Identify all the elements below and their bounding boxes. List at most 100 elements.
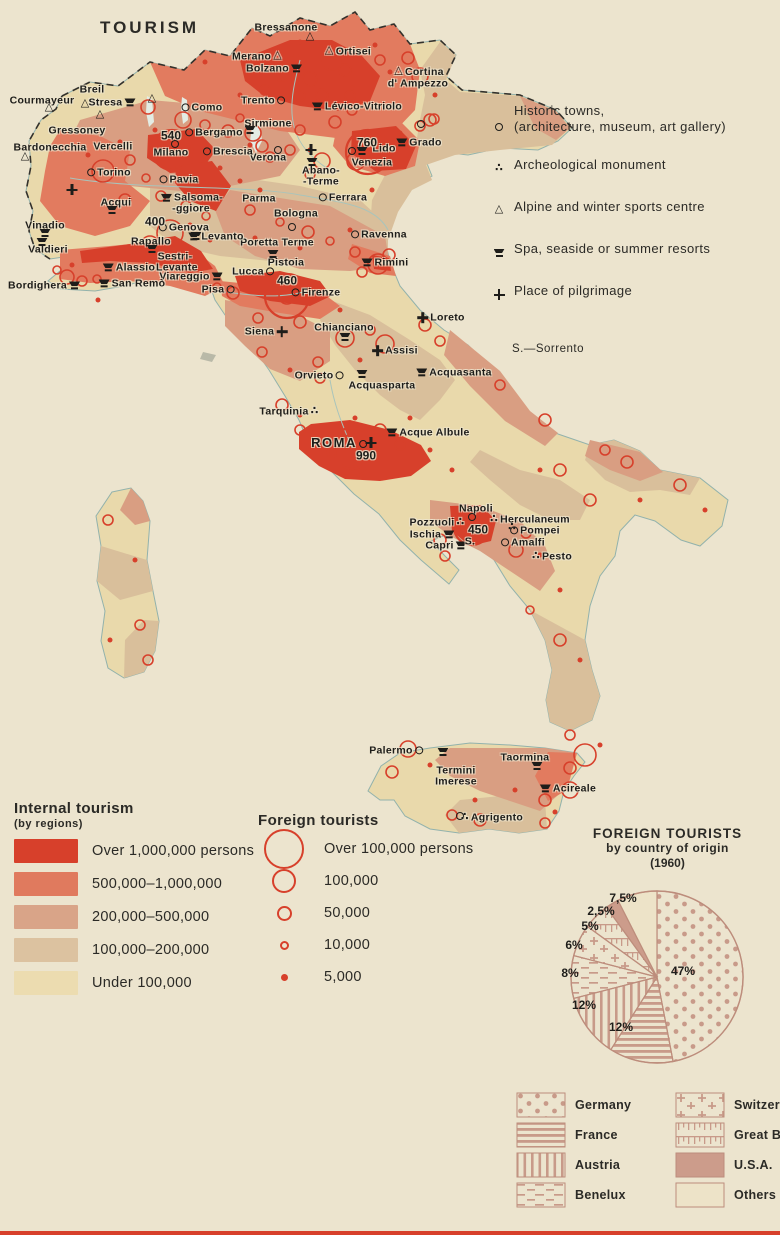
foreign-tourist-circle	[344, 90, 356, 102]
archeological-monument-icon: ∴	[495, 160, 503, 178]
foreign-tourist-circle	[333, 433, 371, 471]
foreign-tourist-circle	[428, 113, 440, 125]
foreign-tourist-circle	[134, 619, 146, 631]
internal-tourism-legend: Internal tourism (by regions) Over 1,000…	[14, 800, 254, 995]
internal-legend-swatch	[14, 905, 78, 929]
foreign-tourist-circle	[315, 88, 329, 102]
foreign-tourist-circle	[52, 265, 62, 275]
pie-legend-label: Switzerland	[734, 1098, 780, 1112]
foreign-tourist-dot	[347, 227, 353, 233]
foreign-tourist-dot	[187, 222, 193, 228]
foreign-tourist-circle	[553, 633, 567, 647]
internal-legend-row: Over 1,000,000 persons	[14, 839, 254, 863]
foreign-tourist-circle	[414, 120, 426, 132]
foreign-tourist-dot	[407, 415, 413, 421]
foreign-tourist-circle	[275, 217, 285, 227]
pie-legend-row-austria: Austria	[516, 1150, 667, 1180]
foreign-legend-label: 5,000	[324, 969, 362, 985]
historic-town-icon	[495, 122, 503, 131]
foreign-tourist-circle	[328, 115, 342, 129]
foreign-tourist-circle	[313, 152, 331, 170]
symbols-legend-row-alpine-winter-sports-icon: △ Alpine and winter sports centre	[484, 199, 776, 220]
foreign-tourist-circle	[294, 124, 306, 136]
foreign-tourist-dot	[307, 147, 313, 153]
foreign-tourist-circle	[294, 424, 306, 436]
foreign-tourist-circle	[244, 124, 262, 142]
foreign-tourist-circle	[508, 542, 524, 558]
pie-legend-row-u-s-a: U.S.A.	[675, 1150, 780, 1180]
foreign-tourist-dot	[207, 237, 213, 243]
internal-legend-label: 500,000–1,000,000	[92, 876, 223, 892]
foreign-tourist-circle	[473, 813, 487, 827]
foreign-legend-circle-box	[258, 829, 310, 869]
foreign-tourist-dot	[237, 178, 243, 184]
internal-legend-swatch	[14, 938, 78, 962]
pie-legend-swatch-austria	[516, 1152, 566, 1178]
foreign-tourist-circle	[301, 225, 315, 239]
foreign-tourist-circle	[349, 246, 361, 258]
foreign-tourist-circle	[252, 312, 264, 324]
foreign-tourist-circle	[374, 54, 386, 66]
internal-legend-label: 100,000–200,000	[92, 942, 210, 958]
foreign-tourist-dot	[287, 367, 293, 373]
alpine-winter-sports-icon: △	[494, 203, 504, 216]
foreign-tourist-circle	[92, 274, 102, 284]
foreign-tourist-circle	[439, 550, 451, 562]
foreign-tourist-circle	[221, 124, 235, 138]
foreign-tourist-circle	[150, 128, 194, 172]
pie-legend-swatch-others	[675, 1182, 725, 1208]
foreign-legend-label: 50,000	[324, 905, 371, 921]
foreign-tourist-circle	[124, 154, 136, 166]
symbols-legend-row-place-of-pilgrimage-icon: Place of pilgrimage	[484, 283, 776, 304]
foreign-tourist-dot	[577, 657, 583, 663]
internal-legend-swatch	[14, 872, 78, 896]
foreign-tourist-dot	[352, 415, 358, 421]
foreign-tourist-circle	[620, 455, 634, 469]
pie-legend-label: Great Britain	[734, 1128, 780, 1142]
foreign-tourist-circle	[304, 168, 316, 180]
foreign-tourist-circle	[201, 211, 211, 221]
foreign-tourist-circle	[293, 315, 307, 329]
foreign-tourist-circle	[335, 328, 355, 348]
pie-chart-title-block: FOREIGN TOURISTS by country of origin (1…	[560, 826, 775, 870]
foreign-tourist-circle	[294, 90, 306, 102]
symbols-legend-row-historic-town-icon: Historic towns, (architecture, museum, a…	[484, 103, 776, 136]
foreign-tourist-dot	[85, 152, 91, 158]
foreign-tourist-dot	[702, 507, 708, 513]
foreign-tourist-circle	[156, 219, 184, 247]
foreign-tourist-circle	[76, 275, 88, 287]
internal-legend-row: 500,000–1,000,000	[14, 872, 254, 896]
foreign-tourist-dot	[297, 39, 303, 45]
map-symbols-legend: Historic towns, (architecture, museum, a…	[484, 103, 776, 325]
foreign-tourist-circle	[561, 781, 579, 799]
pie-legend-swatch-u-s-a	[675, 1152, 725, 1178]
internal-legend-row: 100,000–200,000	[14, 938, 254, 962]
foreign-tourist-circle	[385, 765, 399, 779]
pie-legend-label: U.S.A.	[734, 1158, 773, 1172]
foreign-tourist-circle	[411, 67, 429, 85]
foreign-tourists-legend: Foreign tourists Over 100,000 persons 100…	[258, 812, 473, 993]
foreign-legend-circle	[264, 829, 304, 869]
foreign-tourist-dot	[427, 447, 433, 453]
place-of-pilgrimage-icon	[493, 286, 505, 304]
foreign-tourist-circle	[264, 151, 276, 163]
landmass-group	[25, 10, 729, 834]
bottom-red-rule	[0, 1231, 780, 1235]
internal-legend-label: Over 1,000,000 persons	[92, 843, 255, 859]
foreign-tourist-circle	[256, 346, 268, 358]
pie-legend-row-switzerland: Switzerland	[675, 1090, 780, 1120]
border-dashed	[25, 10, 573, 260]
pie-outline	[570, 890, 744, 1064]
pie-legend-row-benelux: Benelux	[516, 1180, 667, 1210]
pie-legend-swatch-great-britain	[675, 1122, 725, 1148]
foreign-tourist-circle	[563, 761, 577, 775]
pie-legend-row-germany: Germany	[516, 1090, 667, 1120]
foreign-tourist-dot	[95, 297, 101, 303]
foreign-legend-title: Foreign tourists	[258, 812, 379, 829]
foreign-tourist-circle	[599, 444, 611, 456]
internal-legend-row: 200,000–500,000	[14, 905, 254, 929]
foreign-tourist-circle	[520, 527, 532, 539]
foreign-tourist-dot	[372, 42, 378, 48]
foreign-tourist-circle	[525, 605, 535, 615]
